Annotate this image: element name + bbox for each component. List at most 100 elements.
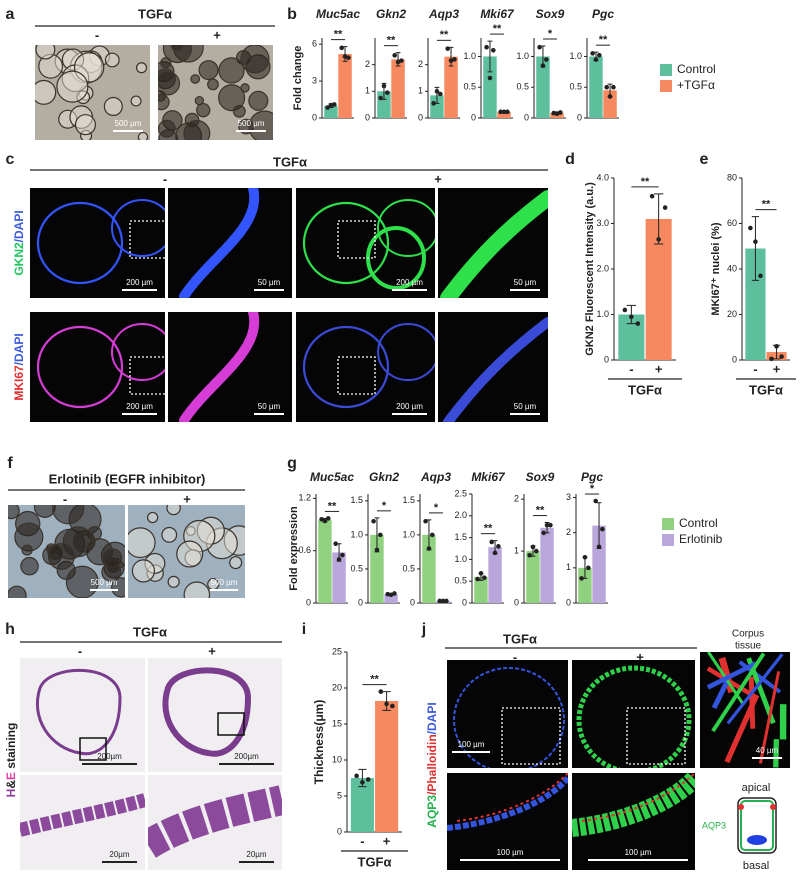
- significance: **: [599, 34, 608, 46]
- y-tick-label: 1.0: [402, 529, 415, 539]
- organoid: [176, 540, 204, 568]
- bar: [488, 547, 502, 603]
- data-point: [434, 89, 440, 94]
- panel-label: f: [7, 455, 13, 472]
- x-tick-label: -: [753, 361, 757, 376]
- data-point: [527, 552, 532, 558]
- y-axis-label: Thickness(μm): [312, 700, 326, 785]
- data-point: [607, 94, 613, 99]
- inset-title: tissue: [735, 641, 762, 652]
- data-point: [365, 777, 371, 782]
- image-content: [706, 652, 787, 768]
- significance: **: [493, 23, 502, 35]
- zoom-box: [501, 707, 561, 765]
- data-point: [541, 530, 546, 536]
- scale-bar-label: 40 µm: [756, 746, 779, 755]
- y-tick-label: 80: [727, 172, 737, 182]
- scale-bar-label: 100 µm: [458, 740, 485, 749]
- cell-membrane: [740, 800, 774, 851]
- data-point: [489, 539, 494, 545]
- epithelium: [178, 188, 260, 298]
- y-tick-label: 40: [727, 263, 737, 273]
- organoid: [158, 93, 170, 111]
- panel-title: TGFα: [273, 154, 307, 169]
- stain-part: AQP3: [425, 795, 439, 828]
- micrograph: [168, 188, 292, 298]
- chart-title: Aqp3: [428, 7, 459, 21]
- epithelium: [440, 190, 548, 298]
- data-point: [326, 516, 331, 521]
- error-bar: [487, 40, 493, 73]
- data-point: [544, 57, 549, 62]
- micrograph: [572, 773, 695, 870]
- chart-title: Pgc: [581, 470, 603, 484]
- x-axis-label: TGFα: [628, 382, 662, 397]
- data-point: [378, 532, 383, 538]
- condition-label: +: [636, 649, 644, 664]
- y-tick-label: 0: [577, 112, 582, 122]
- scale-bar-label: 200 µm: [396, 278, 423, 287]
- data-point: [390, 703, 395, 709]
- bar: [536, 56, 550, 118]
- zoom-box: [337, 356, 376, 395]
- bar: [318, 520, 332, 603]
- apical-marker: [770, 804, 776, 810]
- data-point: [758, 273, 763, 279]
- organoid: [130, 95, 142, 107]
- data-point: [430, 532, 435, 538]
- error-bar: [382, 691, 391, 711]
- error-bar: [751, 216, 760, 281]
- panel-label: b: [287, 6, 297, 23]
- organoid: [377, 199, 435, 257]
- stain-part: &: [4, 780, 18, 789]
- y-tick-label: 0.6: [298, 545, 311, 555]
- data-point: [491, 48, 496, 53]
- data-point: [537, 44, 542, 50]
- organoid: [198, 60, 219, 81]
- data-point: [325, 105, 330, 110]
- y-tick-label: 0.5: [516, 82, 529, 92]
- panel-label: d: [565, 151, 575, 168]
- data-point: [774, 344, 779, 349]
- data-point: [753, 239, 758, 244]
- chart-title: Mki67: [480, 7, 515, 21]
- image-content: [20, 793, 145, 837]
- scale-bar-label: 50 µm: [514, 278, 537, 287]
- epithelium: [443, 317, 548, 422]
- data-point: [635, 321, 641, 326]
- data-point: [600, 526, 605, 532]
- organoid: [158, 119, 176, 138]
- scale-bar-label: 200 µm: [126, 402, 153, 411]
- y-tick-label: 0: [358, 597, 363, 607]
- actin: [706, 661, 757, 690]
- y-tick-label: 0: [604, 354, 609, 364]
- scale-bar-label: 20µm: [246, 850, 267, 859]
- bar: [370, 534, 384, 603]
- data-point: [769, 356, 774, 362]
- y-tick-label: 2: [365, 59, 370, 69]
- image-content: [443, 317, 548, 422]
- y-tick-label: 0: [312, 112, 317, 122]
- y-tick-label: 3.0: [596, 218, 609, 228]
- y-tick-label: 1.0: [596, 309, 609, 319]
- organoid: [158, 71, 181, 96]
- x-tick-label: -: [360, 833, 364, 848]
- bar: [483, 56, 497, 118]
- data-point: [444, 598, 449, 604]
- stain-label: H&E staining: [4, 723, 18, 798]
- data-point: [534, 548, 539, 554]
- zoom-box: [626, 707, 686, 765]
- organoid: [162, 45, 192, 64]
- data-point: [440, 598, 446, 604]
- image-content: [35, 45, 149, 140]
- y-tick-label: 25: [332, 646, 342, 656]
- organoid: [135, 62, 148, 74]
- significance: **: [762, 199, 771, 211]
- image-content: [440, 190, 548, 298]
- data-point: [332, 102, 337, 107]
- stain-part: MKI67: [12, 365, 26, 401]
- y-tick-label: 1.0: [569, 51, 582, 61]
- actin: [711, 679, 731, 710]
- data-point: [487, 75, 493, 81]
- data-point: [346, 55, 351, 60]
